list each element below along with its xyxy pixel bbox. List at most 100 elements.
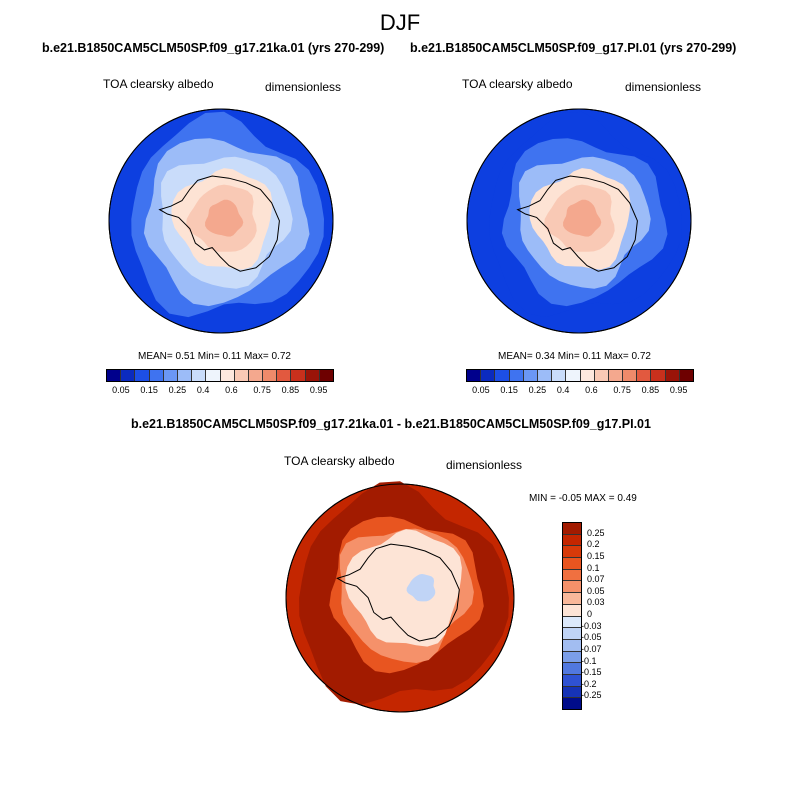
panel-1-colorbar-swatch (107, 370, 121, 381)
panel-3-colorbar-swatch (563, 557, 581, 569)
panel-3-units: dimensionless (446, 458, 523, 472)
panel-1-colorbar-swatch (276, 370, 291, 381)
panel-3-colorbar-swatch (563, 568, 581, 581)
panel-3-colorbar-swatch (563, 697, 581, 709)
panel-2-colorbar-swatch (508, 370, 523, 381)
panel-3-colorbar-swatch (563, 685, 581, 698)
panel-3-colorbar-tick-label: -0.03 (581, 620, 602, 631)
panel-1-colorbar (106, 369, 334, 382)
panel-3-title: b.e21.B1850CAM5CLM50SP.f09_g17.21ka.01 -… (131, 417, 651, 431)
panel-1-colorbar-swatch (134, 370, 149, 381)
panel-2-colorbar-swatch (636, 370, 651, 381)
panel-2-colorbar-tick-label: 0.25 (528, 385, 547, 395)
panel-2-map-contour-band (563, 199, 602, 237)
panel-3-colorbar-swatch (563, 580, 581, 593)
panel-1-colorbar-tick-label: 0.25 (168, 385, 187, 395)
panel-1-colorbar-swatch (233, 370, 248, 381)
panel-2-colorbar-swatch (650, 370, 665, 381)
panel-2-colorbar-swatch (522, 370, 537, 381)
panel-2-title: b.e21.B1850CAM5CLM50SP.f09_g17.PI.01 (yr… (410, 41, 737, 55)
panel-3-colorbar-swatch (563, 603, 581, 616)
panel-1-colorbar-swatch (290, 370, 305, 381)
panel-1-colorbar-swatch (148, 370, 163, 381)
panel-3-colorbar-tick-label: 0.1 (587, 562, 600, 573)
panel-1-colorbar-tick-label: 0.95 (309, 385, 328, 395)
panel-1-map-contour-band (205, 199, 244, 237)
panel-2-colorbar-swatch (536, 370, 552, 381)
panel-2-colorbar-swatch (494, 370, 509, 381)
panel-3-colorbar-swatch (563, 592, 581, 604)
panel-3-contour-band (345, 529, 462, 647)
panel-2-colorbar-swatch (579, 370, 594, 381)
panel-3-colorbar-tick-label: -0.15 (581, 667, 602, 678)
panel-1-colorbar-swatch (304, 370, 319, 381)
panel-2-colorbar-swatch (622, 370, 637, 381)
panel-3-colorbar-swatch (563, 662, 581, 674)
panel-3-colorbar-tick-label: -0.1 (581, 655, 597, 666)
panel-3-colorbar-tick-label: 0.07 (587, 574, 605, 585)
panel-2-stats: MEAN= 0.34 Min= 0.11 Max= 0.72 (498, 351, 651, 362)
panel-3-colorbar-swatch (563, 523, 581, 534)
panel-1-colorbar-tick-label: 0.85 (281, 385, 300, 395)
panel-3-colorbar-swatch (563, 650, 581, 663)
panel-2-colorbar-tick-label: 0.15 (500, 385, 518, 395)
panel-3-colorbar-tick-label: 0 (587, 609, 593, 619)
panel-1-variable: TOA clearsky albedo (103, 77, 214, 91)
panel-1-colorbar-swatch (162, 370, 177, 381)
panel-3-stats: MIN = -0.05 MAX = 0.49 (529, 493, 637, 504)
panel-2-colorbar-swatch (678, 370, 693, 381)
panel-1-colorbar-labels: 0.05 0.15 0.25 0.4 0.6 0.75 0.85 0.95 (106, 385, 332, 397)
panel-3-colorbar-swatch (563, 533, 581, 546)
panel-2-colorbar-swatch (664, 370, 679, 381)
panel-3-colorbar-swatch (563, 615, 581, 628)
panel-1-colorbar-tick-label: 0.6 (225, 385, 238, 395)
panel-1-colorbar-tick-label: 0.05 (112, 385, 130, 395)
panel-2-colorbar-tick-label: 0.95 (669, 385, 688, 395)
panel-1-colorbar-swatch (262, 370, 277, 381)
panel-1-colorbar-swatch (191, 370, 206, 381)
panel-1-title: b.e21.B1850CAM5CLM50SP.f09_g17.21ka.01 (… (42, 41, 385, 55)
panel-2-colorbar-swatch (551, 370, 566, 381)
panel-2-colorbar-tick-label: 0.85 (641, 385, 660, 395)
panel-1-map-map-border (108, 108, 334, 334)
panel-3-colorbar-swatch (563, 545, 581, 558)
panel-3-colorbar-swatch (563, 627, 581, 639)
panel-1-colorbar-tick-label: 0.15 (140, 385, 158, 395)
panel-2-units: dimensionless (625, 80, 702, 94)
panel-1-map-coastline (158, 175, 280, 272)
panel-2-colorbar-swatch (565, 370, 580, 381)
panel-2-variable: TOA clearsky albedo (462, 77, 573, 91)
panel-2-colorbar-tick-label: 0.4 (556, 385, 570, 395)
panel-2-colorbar-swatch (593, 370, 608, 381)
panel-3-coastline (336, 543, 460, 642)
panel-2-colorbar (466, 369, 694, 382)
panel-1-colorbar-swatch (176, 370, 192, 381)
panel-3-colorbar (562, 522, 582, 710)
panel-2-colorbar-tick-label: 0.05 (472, 385, 490, 395)
panel-3-colorbar-tick-label: 0.03 (587, 597, 605, 608)
figure-title: DJF (379, 10, 421, 35)
panel-3-colorbar-tick-label: -0.05 (581, 632, 602, 643)
panel-1-units: dimensionless (265, 80, 342, 94)
panel-3-colorbar-swatch (563, 638, 581, 651)
panel-2-colorbar-tick-label: 0.6 (585, 385, 598, 395)
panel-3-colorbar-tick-label: -0.2 (581, 678, 597, 689)
panel-1-colorbar-swatch (120, 370, 135, 381)
panel-2-colorbar-swatch (607, 370, 623, 381)
panel-2-colorbar-tick-label: 0.75 (613, 385, 631, 395)
panel-3-map-border (285, 483, 515, 713)
panel-3-colorbar-tick-label: 0.2 (587, 539, 600, 550)
panel-3-colorbar-labels: 0.25 0.2 0.15 0.1 0.07 0.05 0.03 0 -0.03 -0.05 -0.… (581, 522, 624, 708)
panel-1-colorbar-swatch (318, 370, 333, 381)
panel-3-colorbar-tick-label: 0.05 (587, 585, 605, 596)
panel-2-colorbar-swatch (467, 370, 481, 381)
panel-1-stats: MEAN= 0.51 Min= 0.11 Max= 0.72 (138, 351, 291, 362)
panel-3-variable: TOA clearsky albedo (284, 454, 395, 468)
panel-2-colorbar-swatch (480, 370, 495, 381)
panel-2-map-map-border (466, 108, 692, 334)
panel-3-colorbar-tick-label: 0.15 (587, 550, 605, 561)
panel-3-colorbar-swatch (563, 673, 581, 686)
panel-1-colorbar-tick-label: 0.75 (253, 385, 271, 395)
panel-1-colorbar-swatch (205, 370, 220, 381)
